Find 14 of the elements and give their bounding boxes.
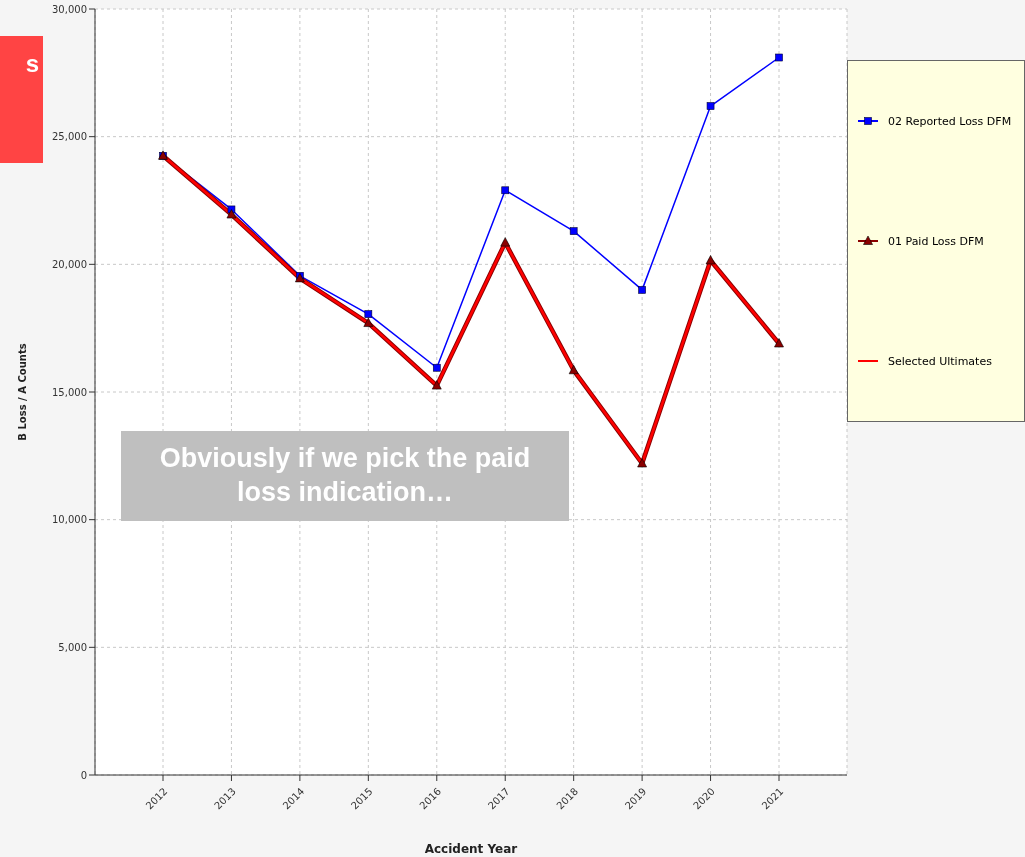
- text: s: [0, 36, 43, 163]
- y-tick-label: 20,000: [52, 258, 87, 270]
- y-tick-label: 25,000: [52, 131, 87, 143]
- x-axis-title: Accident Year: [424, 842, 518, 856]
- y-tick-label: 15,000: [52, 386, 87, 398]
- legend-label: 02 Reported Loss DFM: [888, 114, 1012, 128]
- legend-label: Selected Ultimates: [888, 354, 992, 368]
- annotation: Obviously if we pick the paid loss indication…: [121, 431, 569, 521]
- legend-label: 01 Paid Loss DFM: [888, 234, 984, 248]
- y-tick-label: 10,000: [52, 514, 87, 526]
- y-tick-label: 0: [80, 769, 87, 781]
- y-tick-label: 5,000: [58, 641, 87, 653]
- y-axis-title: B Loss / A Counts: [16, 343, 28, 441]
- y-tick-label: 30,000: [52, 3, 87, 15]
